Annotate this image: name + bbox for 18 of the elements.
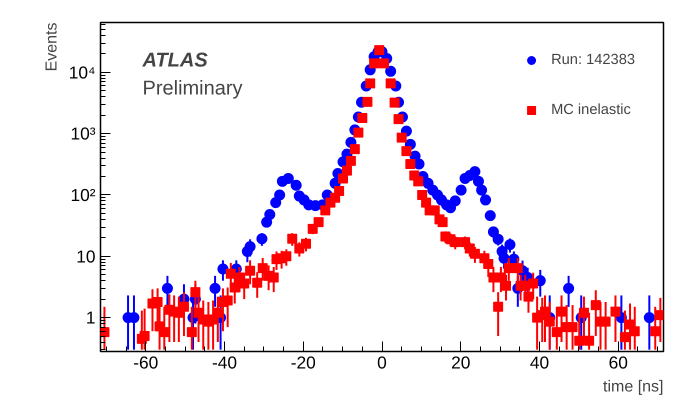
x-tick-label: 40	[530, 352, 550, 372]
x-axis-title: time [ns]	[603, 378, 664, 396]
annotation: Preliminary	[142, 78, 243, 100]
x-tick-label: -40	[212, 352, 238, 372]
y-tick-label: 1	[86, 308, 96, 328]
y-tick-label: 10²	[70, 184, 96, 205]
y-tick-label: 10³	[70, 124, 96, 144]
x-tick-label: -20	[290, 352, 316, 372]
annotation: ATLAS	[142, 50, 208, 72]
legend-label: Run: 142383	[551, 52, 635, 68]
y-tick-label: 10⁴	[68, 62, 96, 82]
y-tick-label: 10	[76, 246, 96, 266]
y-axis-title: Events	[44, 22, 60, 72]
x-tick-label: -60	[133, 352, 158, 372]
x-tick-label: 60	[608, 352, 628, 372]
legend-label: MC inelastic	[551, 102, 631, 118]
x-tick-label: 0	[377, 352, 387, 372]
x-tick-label: 20	[451, 352, 470, 372]
